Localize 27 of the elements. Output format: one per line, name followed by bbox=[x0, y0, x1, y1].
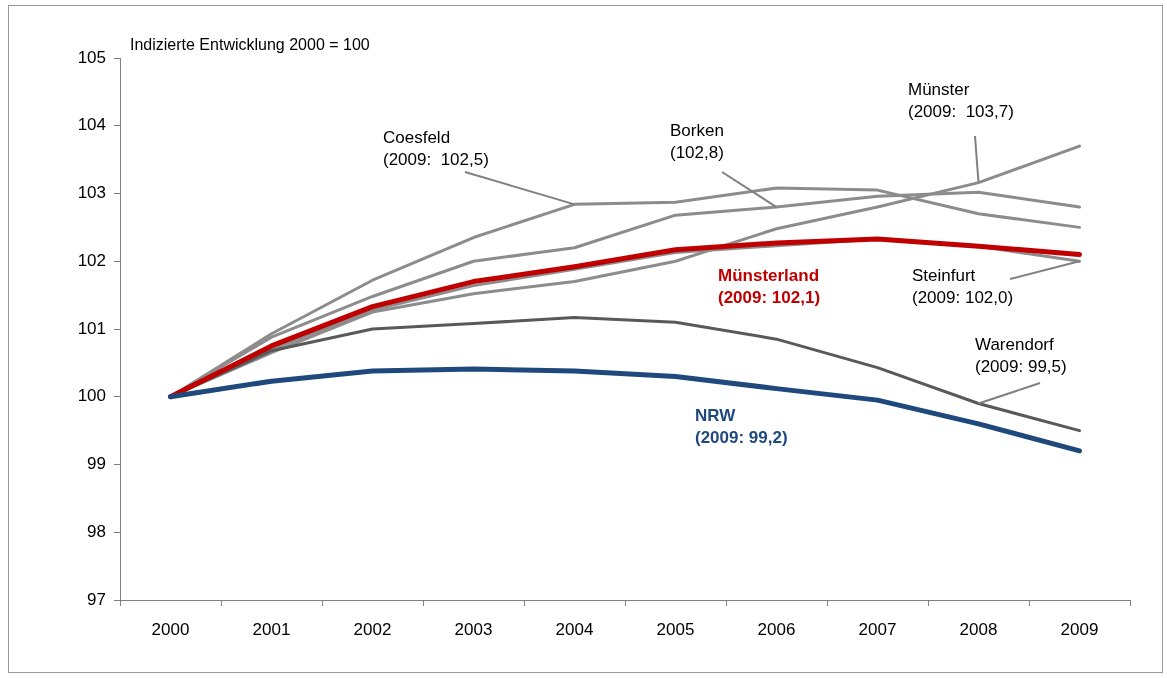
annotation: Münsterland (2009: 102,1) bbox=[718, 266, 821, 308]
x-tick-label: 2008 bbox=[959, 619, 998, 639]
x-tick-label: 2005 bbox=[656, 619, 695, 639]
y-tick-label: 102 bbox=[77, 250, 106, 270]
y-tick-label: 97 bbox=[87, 589, 106, 609]
x-tick-label: 2009 bbox=[1060, 619, 1099, 639]
annotation: Borken (102,8) bbox=[670, 121, 724, 163]
x-tick-label: 2001 bbox=[252, 619, 291, 639]
annotation: Steinfurt (2009: 102,0) bbox=[912, 266, 1014, 308]
y-tick-label: 100 bbox=[77, 386, 106, 406]
annotation: NRW (2009: 99,2) bbox=[695, 406, 788, 448]
y-tick-label: 104 bbox=[77, 115, 106, 135]
x-tick-label: 2003 bbox=[454, 619, 493, 639]
x-tick-label: 2000 bbox=[151, 619, 190, 639]
annotation: Coesfeld (2009: 102,5) bbox=[383, 128, 489, 170]
x-tick-label: 2006 bbox=[757, 619, 796, 639]
annotation: Warendorf (2009: 99,5) bbox=[975, 335, 1067, 377]
x-tick-label: 2007 bbox=[858, 619, 897, 639]
y-tick-label: 99 bbox=[87, 454, 106, 474]
y-tick-label: 98 bbox=[87, 521, 106, 541]
annotation: Münster (2009: 103,7) bbox=[908, 80, 1014, 122]
x-tick-label: 2004 bbox=[555, 619, 594, 639]
y-tick-label: 101 bbox=[77, 318, 106, 338]
y-tick-label: 105 bbox=[77, 47, 106, 67]
y-tick-label: 103 bbox=[77, 183, 106, 203]
y-axis-title: Indizierte Entwicklung 2000 = 100 bbox=[130, 36, 370, 54]
x-tick-label: 2002 bbox=[353, 619, 392, 639]
